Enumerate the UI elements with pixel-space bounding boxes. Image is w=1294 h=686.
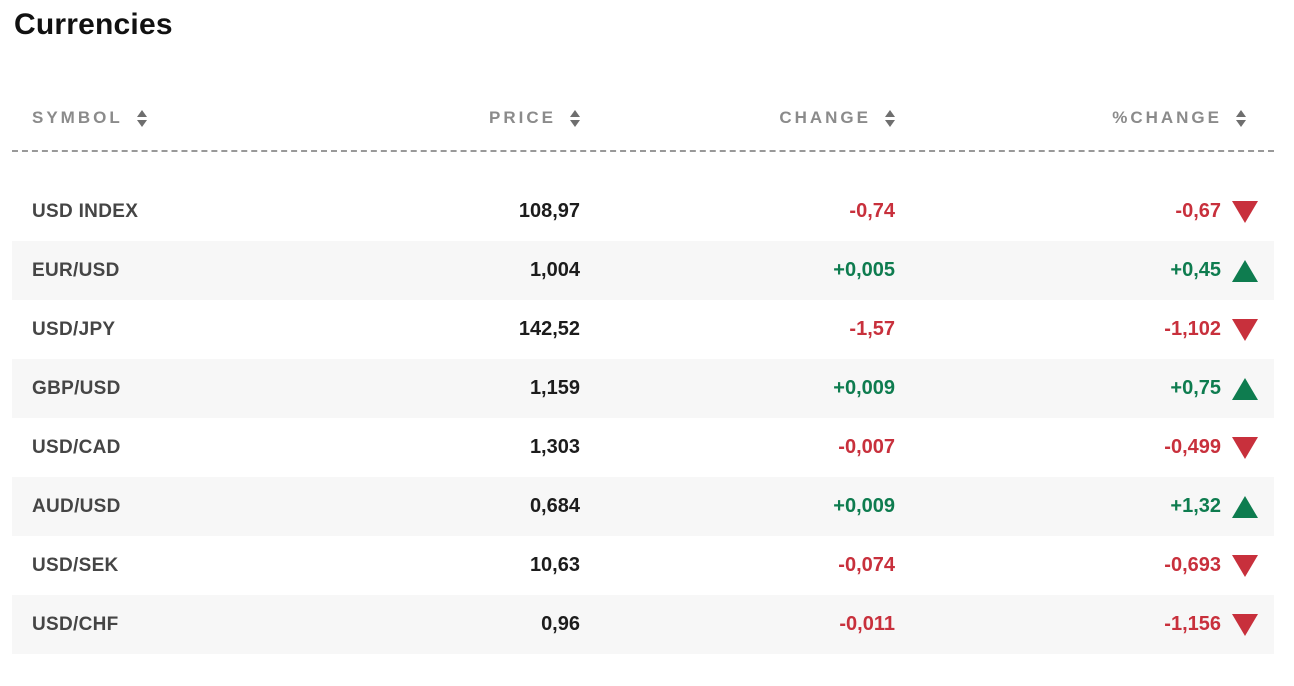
symbol-label[interactable]: USD/SEK xyxy=(32,554,119,576)
pct-change-cell: -0,499 xyxy=(895,436,1274,459)
change-value: -0,74 xyxy=(849,200,895,222)
symbol-label[interactable]: USD INDEX xyxy=(32,200,139,222)
trend-down-icon xyxy=(1232,554,1258,577)
pct-change-value: -1,156 xyxy=(1164,613,1221,635)
pct-change-value: +0,75 xyxy=(1170,377,1221,399)
column-header-symbol[interactable]: SYMBOL xyxy=(12,108,312,128)
pct-change-value: +0,45 xyxy=(1170,259,1221,281)
change-value: +0,005 xyxy=(833,259,895,281)
sort-icon[interactable] xyxy=(1236,109,1246,127)
table-row[interactable]: USD/JPY 142,52 -1,57 -1,102 xyxy=(12,300,1274,359)
change-value: +0,009 xyxy=(833,377,895,399)
symbol-label[interactable]: EUR/USD xyxy=(32,259,120,281)
price-value: 0,684 xyxy=(529,495,580,517)
price-value: 10,63 xyxy=(529,554,580,576)
table-row[interactable]: EUR/USD 1,004 +0,005 +0,45 xyxy=(12,241,1274,300)
pct-change-cell: +1,32 xyxy=(895,495,1274,518)
column-header-pct-change[interactable]: %CHANGE xyxy=(895,108,1274,128)
sort-icon[interactable] xyxy=(570,109,580,127)
table-row[interactable]: USD/CAD 1,303 -0,007 -0,499 xyxy=(12,418,1274,477)
change-value: -0,074 xyxy=(838,554,895,576)
sort-icon[interactable] xyxy=(885,109,895,127)
symbol-label[interactable]: USD/CAD xyxy=(32,436,121,458)
table-row[interactable]: USD INDEX 108,97 -0,74 -0,67 xyxy=(12,182,1274,241)
column-header-price[interactable]: PRICE xyxy=(312,108,580,128)
trend-down-icon xyxy=(1232,613,1258,636)
symbol-label[interactable]: USD/CHF xyxy=(32,613,119,635)
currencies-table: SYMBOL PRICE CHANGE %CHANGE USD INDEX 10… xyxy=(12,100,1274,654)
trend-up-icon xyxy=(1232,259,1258,282)
trend-up-icon xyxy=(1232,377,1258,400)
symbol-label[interactable]: AUD/USD xyxy=(32,495,121,517)
column-header-change[interactable]: CHANGE xyxy=(580,108,895,128)
pct-change-value: +1,32 xyxy=(1170,495,1221,517)
trend-down-icon xyxy=(1232,318,1258,341)
change-value: -0,011 xyxy=(839,613,895,635)
table-row[interactable]: AUD/USD 0,684 +0,009 +1,32 xyxy=(12,477,1274,536)
pct-change-cell: +0,45 xyxy=(895,259,1274,282)
change-value: -1,57 xyxy=(849,318,895,340)
table-row[interactable]: USD/SEK 10,63 -0,074 -0,693 xyxy=(12,536,1274,595)
table-header-row: SYMBOL PRICE CHANGE %CHANGE xyxy=(12,100,1274,152)
trend-up-icon xyxy=(1232,495,1258,518)
pct-change-value: -0,499 xyxy=(1164,436,1221,458)
pct-change-cell: +0,75 xyxy=(895,377,1274,400)
table-row[interactable]: GBP/USD 1,159 +0,009 +0,75 xyxy=(12,359,1274,418)
price-value: 0,96 xyxy=(541,613,580,635)
pct-change-cell: -0,693 xyxy=(895,554,1274,577)
pct-change-value: -0,67 xyxy=(1175,200,1221,222)
symbol-label[interactable]: GBP/USD xyxy=(32,377,121,399)
change-value: +0,009 xyxy=(833,495,895,517)
sort-icon[interactable] xyxy=(136,109,147,127)
price-value: 142,52 xyxy=(518,318,580,340)
symbol-label[interactable]: USD/JPY xyxy=(32,318,116,340)
pct-change-value: -1,102 xyxy=(1164,318,1221,340)
trend-down-icon xyxy=(1232,436,1258,459)
pct-change-value: -0,693 xyxy=(1164,554,1221,576)
column-header-pct-change-label: %CHANGE xyxy=(1112,108,1222,127)
price-value: 1,303 xyxy=(529,436,580,458)
table-body: USD INDEX 108,97 -0,74 -0,67 EUR/USD 1,0… xyxy=(12,182,1274,654)
column-header-price-label: PRICE xyxy=(489,108,556,127)
column-header-change-label: CHANGE xyxy=(779,108,871,127)
change-value: -0,007 xyxy=(838,436,895,458)
page-title: Currencies xyxy=(14,8,173,41)
pct-change-cell: -1,156 xyxy=(895,613,1274,636)
price-value: 108,97 xyxy=(518,200,580,222)
price-value: 1,159 xyxy=(529,377,580,399)
table-row[interactable]: USD/CHF 0,96 -0,011 -1,156 xyxy=(12,595,1274,654)
price-value: 1,004 xyxy=(529,259,580,281)
pct-change-cell: -1,102 xyxy=(895,318,1274,341)
column-header-symbol-label: SYMBOL xyxy=(32,108,123,127)
pct-change-cell: -0,67 xyxy=(895,200,1274,223)
trend-down-icon xyxy=(1232,200,1258,223)
